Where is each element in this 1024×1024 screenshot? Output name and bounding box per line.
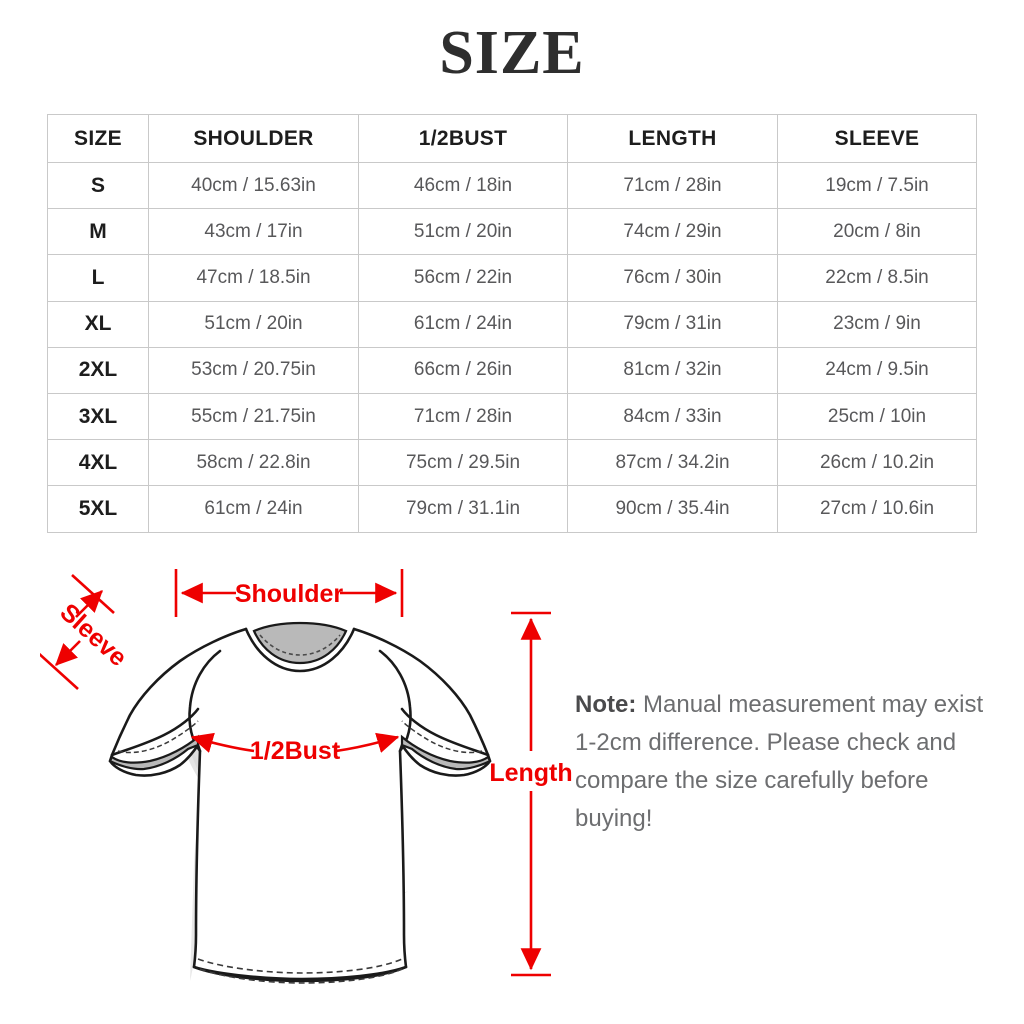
cell-bust: 75cm / 29.5in — [358, 439, 568, 487]
cell-size: M — [47, 208, 149, 256]
cell-size: XL — [47, 300, 149, 348]
page-title: SIZE — [439, 19, 585, 87]
cell-shoulder: 47cm / 18.5in — [148, 254, 359, 302]
table-row: 2XL 53cm / 20.75in 66cm / 26in 81cm / 32… — [47, 346, 977, 394]
cell-sleeve: 24cm / 9.5in — [777, 346, 977, 394]
note-text: Manual measurement may exist 1-2cm diffe… — [575, 691, 984, 832]
cell-length: 90cm / 35.4in — [567, 485, 778, 533]
cell-shoulder: 51cm / 20in — [148, 300, 359, 348]
table-row: S 40cm / 15.63in 46cm / 18in 71cm / 28in… — [47, 161, 977, 210]
column-header-length: LENGTH — [567, 114, 778, 163]
table-row: L 47cm / 18.5in 56cm / 22in 76cm / 30in … — [47, 254, 977, 302]
column-header-shoulder: SHOULDER — [148, 114, 359, 163]
cell-bust: 71cm / 28in — [358, 392, 568, 441]
shoulder-annotation — [174, 569, 404, 617]
collar-stitch — [259, 634, 341, 656]
sleeve-cuff-right — [400, 720, 492, 771]
table-header-row: SIZE SHOULDER 1/2BUST LENGTH SLEEVE — [47, 114, 977, 163]
cell-size: S — [47, 161, 149, 210]
cell-size: 3XL — [47, 392, 149, 441]
cell-sleeve: 23cm / 9in — [777, 300, 977, 348]
column-header-bust: 1/2BUST — [358, 114, 568, 163]
cell-length: 84cm / 33in — [567, 392, 778, 441]
size-table-container: SIZE SHOULDER 1/2BUST LENGTH SLEEVE S 40… — [47, 114, 977, 533]
length-annotation — [511, 611, 551, 977]
cell-length: 71cm / 28in — [567, 161, 778, 210]
tshirt-outline — [108, 627, 492, 983]
cell-length: 87cm / 34.2in — [567, 439, 778, 487]
length-label: Length — [489, 759, 572, 787]
bust-annotation — [190, 732, 400, 753]
table-row: XL 51cm / 20in 61cm / 24in 79cm / 31in 2… — [47, 300, 977, 348]
table-row: 3XL 55cm / 21.75in 71cm / 28in 84cm / 33… — [47, 392, 977, 441]
bust-arrow-left — [190, 732, 255, 753]
cell-bust: 79cm / 31.1in — [358, 485, 568, 533]
column-header-sleeve: SLEEVE — [777, 114, 977, 163]
sleeve-tick-lower — [40, 652, 79, 690]
sleeve-annotation — [40, 574, 115, 690]
cell-size: 4XL — [47, 439, 149, 487]
cell-sleeve: 27cm / 10.6in — [777, 485, 977, 533]
sleeve-arrow-down — [55, 640, 81, 666]
cell-bust: 61cm / 24in — [358, 300, 568, 348]
sleeve-arrow-up — [75, 590, 103, 618]
cell-shoulder: 61cm / 24in — [148, 485, 359, 533]
bust-label: 1/2Bust — [250, 737, 341, 765]
cell-size: 2XL — [47, 346, 149, 394]
measurement-note: Note: Manual measurement may exist 1-2cm… — [575, 686, 990, 838]
cell-bust: 56cm / 22in — [358, 254, 568, 302]
cell-shoulder: 40cm / 15.63in — [148, 161, 359, 210]
cell-sleeve: 26cm / 10.2in — [777, 439, 977, 487]
tshirt-measurement-diagram: Shoulder Sleeve 1/2Bust Le — [40, 555, 580, 1000]
cell-sleeve: 22cm / 8.5in — [777, 254, 977, 302]
collar-inner — [252, 621, 348, 665]
cell-length: 76cm / 30in — [567, 254, 778, 302]
cell-bust: 66cm / 26in — [358, 346, 568, 394]
cell-sleeve: 25cm / 10in — [777, 392, 977, 441]
cell-size: 5XL — [47, 485, 149, 533]
cell-size: L — [47, 254, 149, 302]
table-row: M 43cm / 17in 51cm / 20in 74cm / 29in 20… — [47, 208, 977, 256]
cell-sleeve: 20cm / 8in — [777, 208, 977, 256]
cell-shoulder: 43cm / 17in — [148, 208, 359, 256]
cell-length: 74cm / 29in — [567, 208, 778, 256]
bust-arrow-right — [335, 732, 400, 753]
cell-length: 81cm / 32in — [567, 346, 778, 394]
cell-bust: 46cm / 18in — [358, 161, 568, 210]
size-table: SIZE SHOULDER 1/2BUST LENGTH SLEEVE S 40… — [47, 114, 977, 533]
note-label: Note: — [575, 691, 637, 718]
cell-shoulder: 53cm / 20.75in — [148, 346, 359, 394]
table-row: 4XL 58cm / 22.8in 75cm / 29.5in 87cm / 3… — [47, 439, 977, 487]
cell-shoulder: 58cm / 22.8in — [148, 439, 359, 487]
table-row: 5XL 61cm / 24in 79cm / 31.1in 90cm / 35.… — [47, 485, 977, 533]
cell-bust: 51cm / 20in — [358, 208, 568, 256]
column-header-size: SIZE — [47, 114, 149, 163]
shoulder-label: Shoulder — [235, 580, 344, 608]
cell-sleeve: 19cm / 7.5in — [777, 161, 977, 210]
sleeve-label: Sleeve — [55, 598, 133, 672]
cell-length: 79cm / 31in — [567, 300, 778, 348]
hem-stitching — [197, 958, 403, 984]
cell-shoulder: 55cm / 21.75in — [148, 392, 359, 441]
